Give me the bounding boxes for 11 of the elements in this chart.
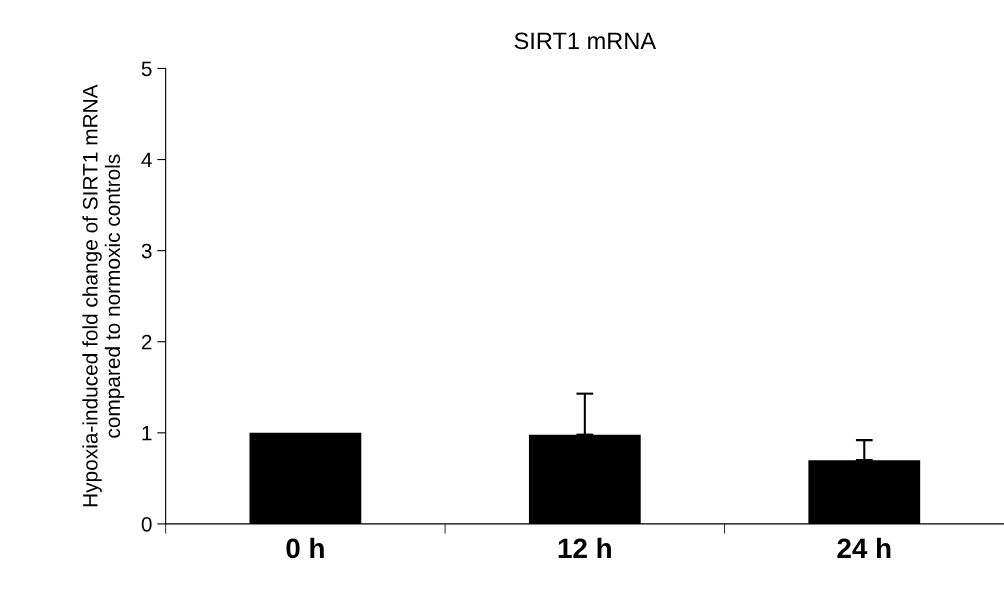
y-tick-label: 0	[141, 516, 152, 532]
y-tick-label: 1	[142, 426, 152, 441]
y-tick-label: 3	[141, 243, 152, 259]
y-axis-title: Hypoxia-induced fold change of SIRT1 mRNA compared to normoxic controls	[82, 84, 125, 507]
chart-title: SIRT1 mRNA	[514, 32, 657, 50]
y-tick-label: 4	[141, 152, 152, 168]
y-tick-label: 2	[141, 334, 152, 350]
x-tick-label: 24 h	[837, 537, 891, 558]
y-tick-label: 5	[141, 61, 152, 77]
x-tick-label: 0 h	[286, 537, 324, 559]
x-tick-label: 12 h	[558, 537, 611, 558]
